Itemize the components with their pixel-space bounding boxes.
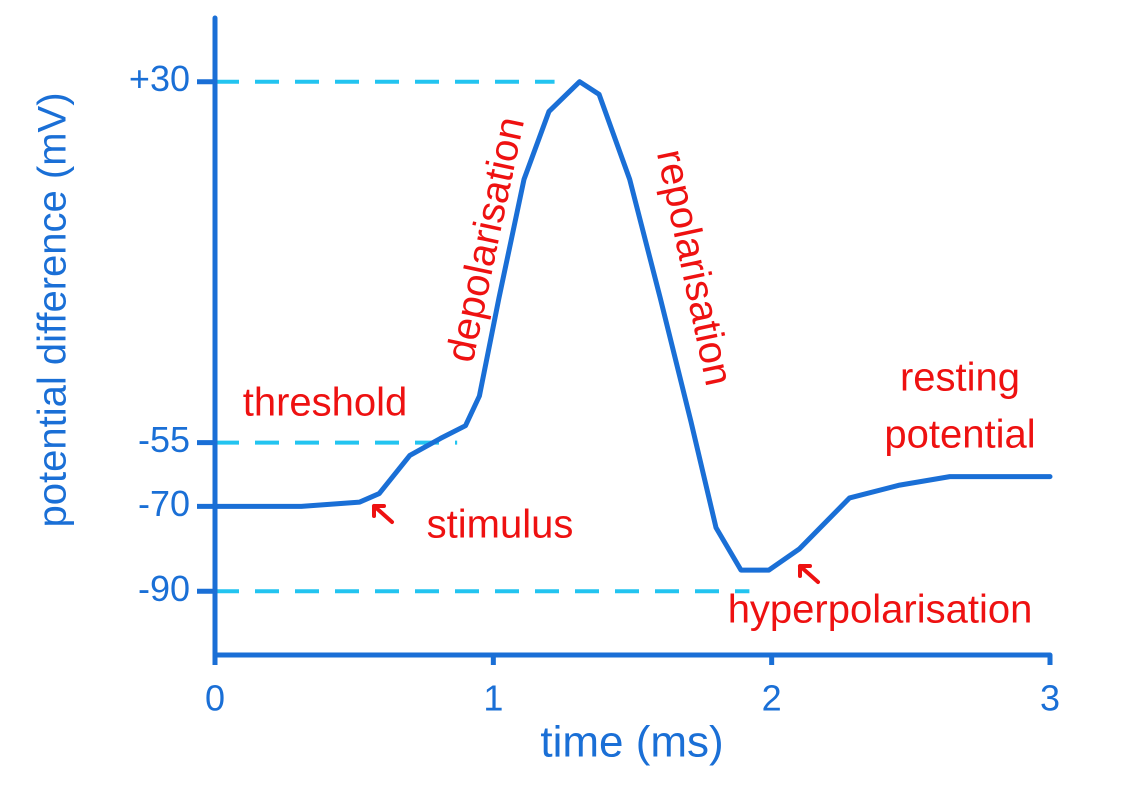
x-axis-label: time (ms) xyxy=(540,718,723,767)
x-tick-label: 1 xyxy=(483,678,503,719)
annotation: stimulus xyxy=(427,503,574,547)
hyperpolarisation-arrow xyxy=(798,564,820,584)
annotation-arrows xyxy=(372,504,820,584)
annotation: potential xyxy=(884,413,1035,457)
annotation: hyperpolarisation xyxy=(728,588,1033,632)
y-tick-label: -90 xyxy=(138,568,190,609)
y-tick-label: -55 xyxy=(138,419,190,460)
annotation: threshold xyxy=(243,381,408,425)
annotation: resting xyxy=(900,356,1020,400)
y-tick-label: -70 xyxy=(138,483,190,524)
annotation: depolarisation xyxy=(438,113,533,366)
stimulus-arrow xyxy=(372,504,394,524)
x-tick-label: 2 xyxy=(762,678,782,719)
y-tick-label: +30 xyxy=(129,58,190,99)
data-line xyxy=(212,79,1053,573)
annotation: repolarisation xyxy=(648,145,741,389)
x-tick-label: 0 xyxy=(205,678,225,719)
x-tick-label: 3 xyxy=(1040,678,1060,719)
y-axis-label: potential difference (mV) xyxy=(31,92,75,527)
